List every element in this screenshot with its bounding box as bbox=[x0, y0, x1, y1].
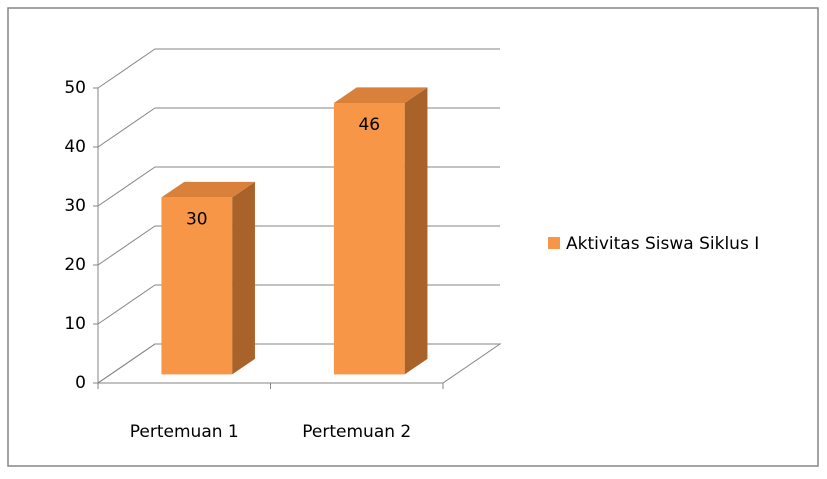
x-tick-label: Pertemuan 2 bbox=[302, 422, 411, 442]
legend-swatch bbox=[548, 237, 560, 249]
data-label: 46 bbox=[358, 115, 380, 135]
grid-line bbox=[97, 48, 500, 89]
legend-label: Aktivitas Siswa Siklus I bbox=[566, 234, 759, 254]
y-tick-label: 20 bbox=[64, 255, 86, 275]
bar-side bbox=[232, 181, 255, 375]
bar bbox=[333, 103, 405, 375]
bar bbox=[161, 197, 233, 375]
x-tick-label: Pertemuan 1 bbox=[130, 422, 239, 442]
bar-top bbox=[333, 87, 428, 104]
y-tick-label: 10 bbox=[64, 314, 86, 334]
bar-top bbox=[161, 181, 255, 198]
y-tick-label: 40 bbox=[64, 137, 86, 157]
y-tick-label: 30 bbox=[64, 196, 86, 216]
bar-side bbox=[404, 87, 428, 375]
data-label: 30 bbox=[186, 209, 208, 229]
y-tick-label: 0 bbox=[75, 373, 86, 393]
y-tick-label: 50 bbox=[64, 78, 86, 98]
